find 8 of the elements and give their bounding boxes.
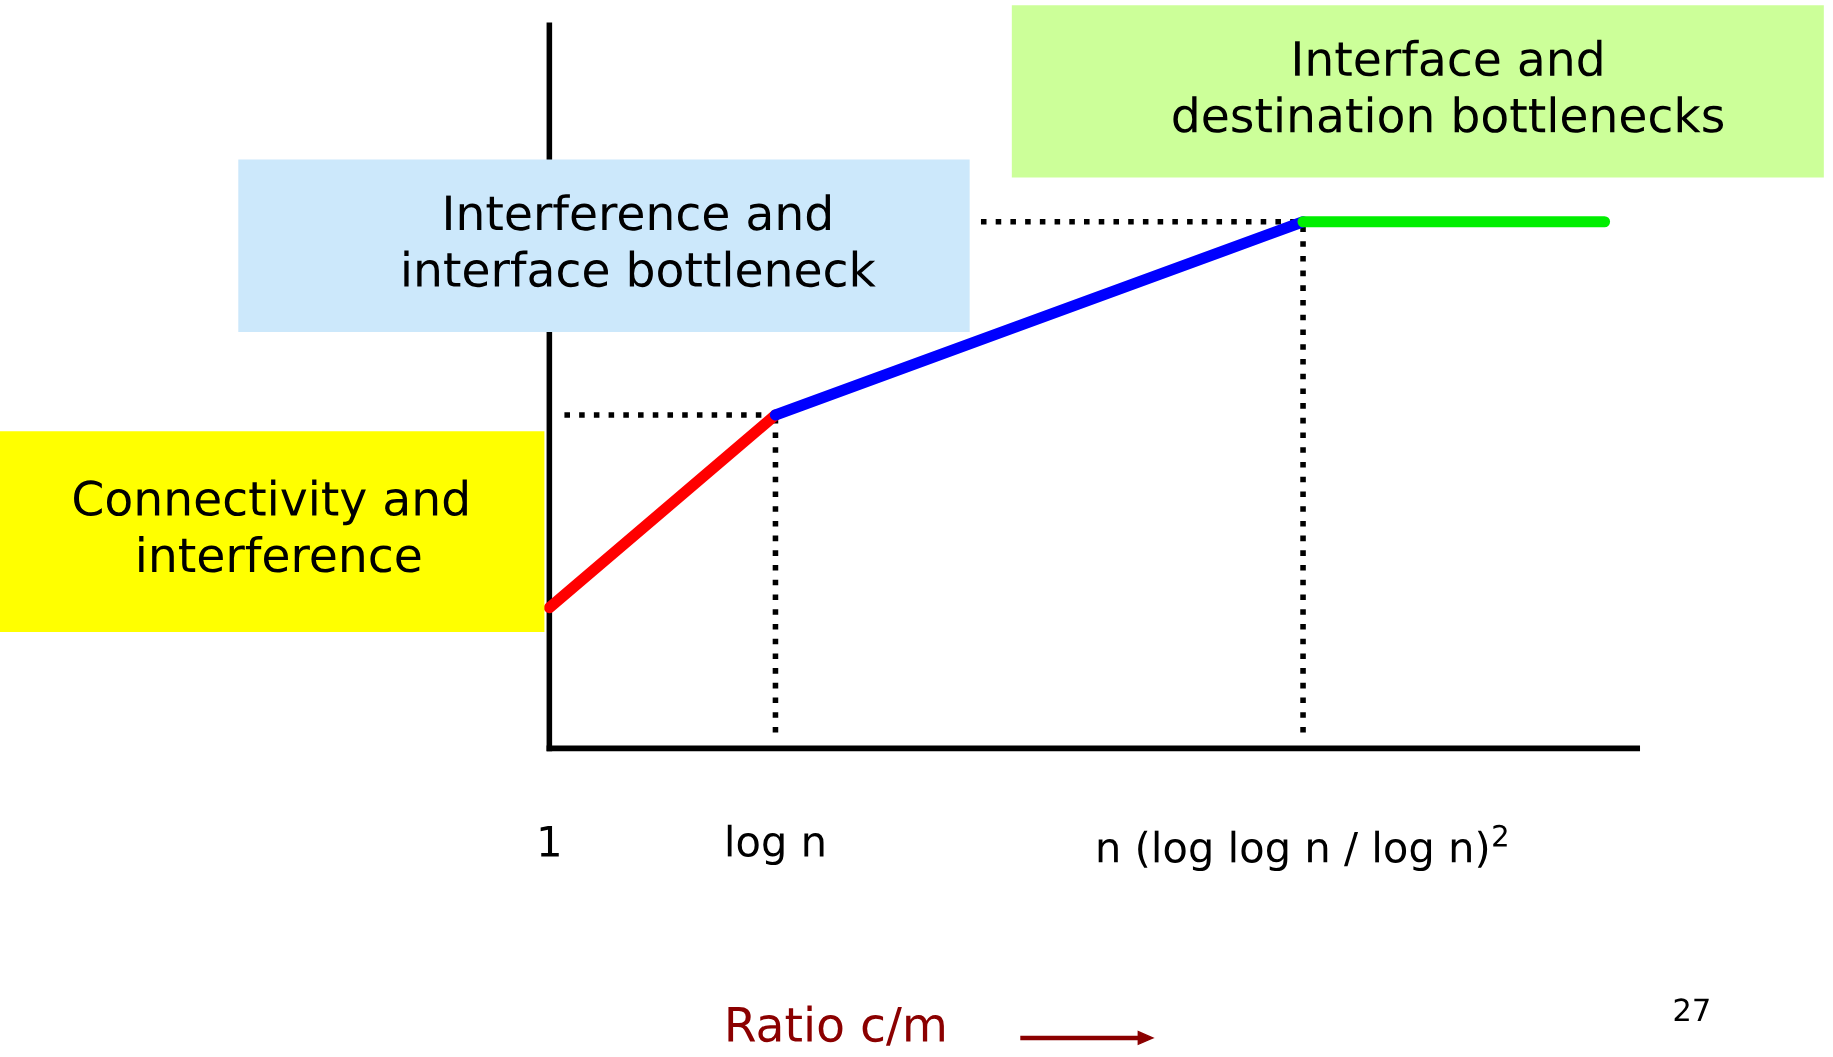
text: Connectivity and interference (74, 479, 467, 573)
x-tick-label: log n (727, 824, 824, 866)
x-tick-label: 1 (540, 826, 559, 857)
x-tick-label: n (log log n / log n)$^{2}$ (1098, 824, 1507, 872)
text: Ratio c/m (728, 1005, 944, 1046)
text: Interface and destination bottlenecks (1173, 39, 1724, 133)
annotation: Interference and interface bottleneck (404, 194, 876, 288)
text: 27 (1674, 998, 1709, 1022)
